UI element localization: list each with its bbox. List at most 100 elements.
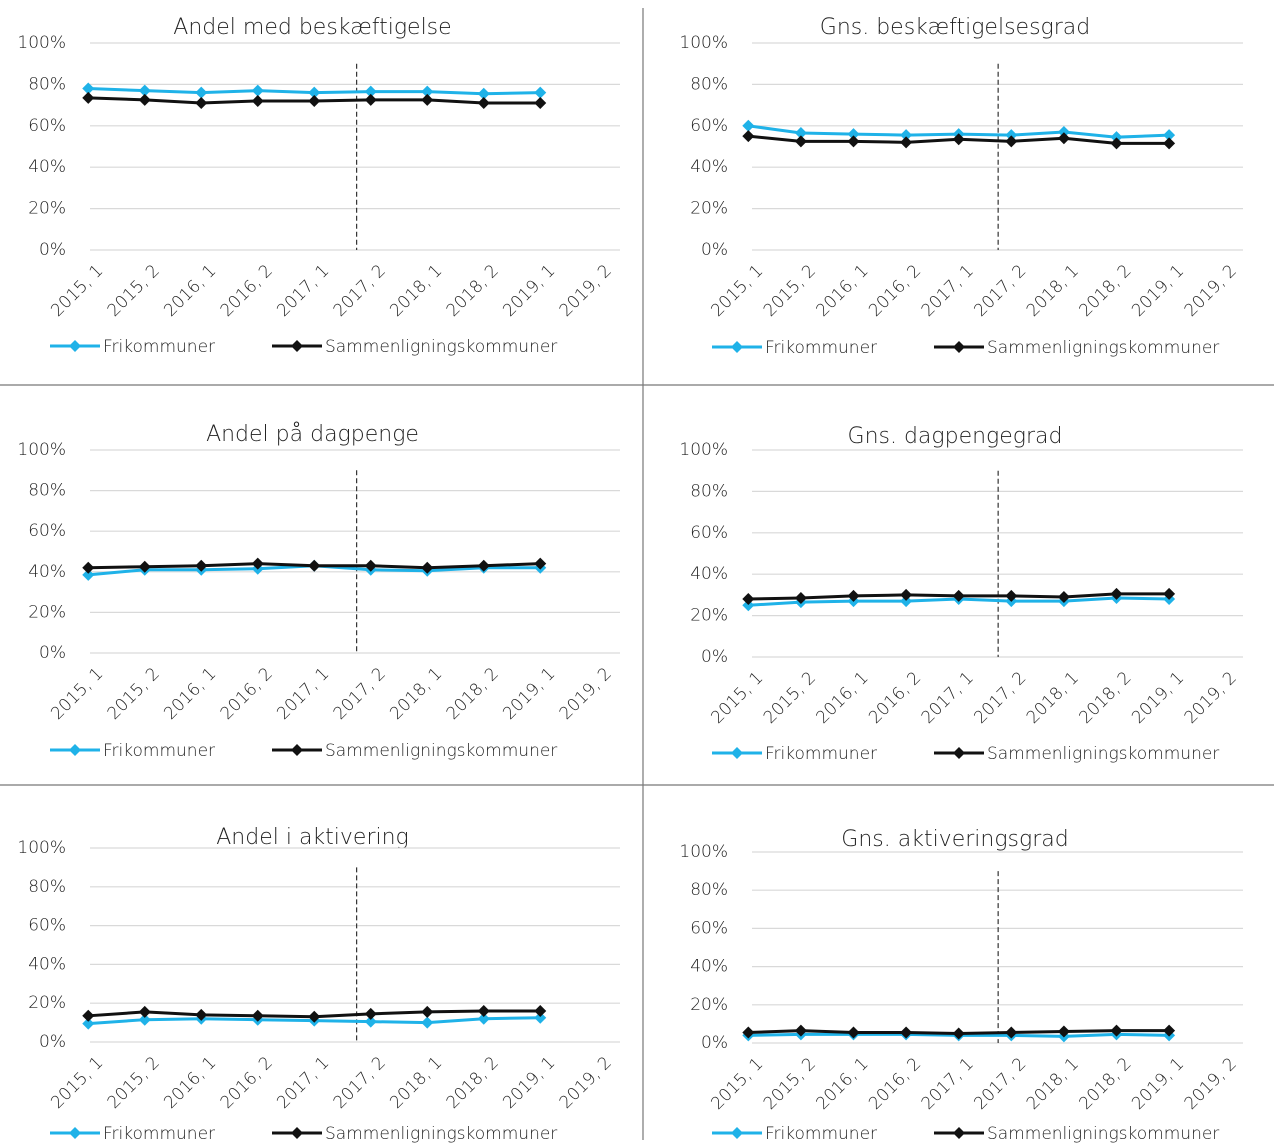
data-point <box>847 135 860 148</box>
x-tick-label: 2016, 1 <box>160 664 220 724</box>
data-point <box>421 85 434 98</box>
legend-label: Sammenligningskommuner <box>325 1124 557 1144</box>
x-tick-label: 2018, 2 <box>1076 1054 1136 1114</box>
x-tick-label: 2019, 2 <box>1181 668 1241 728</box>
x-tick-label: 2017, 2 <box>970 261 1030 321</box>
x-tick-label: 2017, 2 <box>970 668 1030 728</box>
y-tick-label: 80% <box>28 481 66 501</box>
data-point <box>308 86 321 99</box>
data-point <box>251 557 264 570</box>
y-tick-label: 40% <box>690 957 728 977</box>
y-tick-label: 100% <box>679 440 728 460</box>
x-tick-label: 2015, 1 <box>47 261 107 321</box>
legend-swatch <box>731 1127 743 1139</box>
data-point <box>1057 590 1070 603</box>
y-tick-label: 100% <box>17 33 66 53</box>
y-tick-label: 40% <box>690 157 728 177</box>
data-point <box>742 1026 755 1039</box>
x-tick-label: 2018, 2 <box>443 261 503 321</box>
y-tick-label: 60% <box>28 916 66 936</box>
x-tick-label: 2016, 1 <box>160 261 220 321</box>
data-point <box>82 568 95 581</box>
data-point <box>1110 1024 1123 1037</box>
data-point <box>1057 126 1070 139</box>
data-point <box>421 1005 434 1018</box>
y-tick-label: 40% <box>28 562 66 582</box>
data-point <box>364 1015 377 1028</box>
legend-label: Frikommuner <box>765 1124 877 1144</box>
legend-swatch <box>69 1127 81 1139</box>
y-tick-label: 100% <box>679 842 728 862</box>
legend-swatch <box>291 340 303 352</box>
x-tick-label: 2017, 1 <box>273 1053 333 1113</box>
legend-label: Frikommuner <box>103 337 215 357</box>
data-point <box>421 561 434 574</box>
data-point <box>1005 135 1018 148</box>
x-tick-label: 2016, 2 <box>865 668 925 728</box>
legend-label: Frikommuner <box>765 338 877 358</box>
y-tick-label: 80% <box>690 880 728 900</box>
data-point <box>364 85 377 98</box>
x-tick-label: 2019, 1 <box>1128 261 1188 321</box>
x-tick-label: 2019, 1 <box>499 1053 559 1113</box>
legend-label: Frikommuner <box>765 744 877 764</box>
x-tick-label: 2015, 1 <box>707 1054 767 1114</box>
data-point <box>794 127 807 140</box>
data-point <box>1110 137 1123 150</box>
x-tick-label: 2019, 2 <box>1181 261 1241 321</box>
data-point <box>742 599 755 612</box>
data-point <box>742 130 755 143</box>
legend-swatch <box>69 744 81 756</box>
data-point <box>1163 129 1176 142</box>
y-tick-label: 0% <box>39 643 66 663</box>
legend-label: Sammenligningskommuner <box>325 337 557 357</box>
chart-title: Andel med beskæftigelse <box>173 15 451 40</box>
y-tick-label: 20% <box>690 606 728 626</box>
x-tick-label: 2015, 1 <box>47 664 107 724</box>
data-point <box>251 84 264 97</box>
data-point <box>477 1012 490 1025</box>
data-point <box>794 1024 807 1037</box>
data-point <box>82 561 95 574</box>
data-point <box>1057 132 1070 145</box>
x-tick-label: 2015, 1 <box>47 1053 107 1113</box>
y-tick-label: 20% <box>28 993 66 1013</box>
data-point <box>82 82 95 95</box>
legend-swatch <box>291 1127 303 1139</box>
data-point <box>421 1016 434 1029</box>
x-tick-label: 2019, 1 <box>499 664 559 724</box>
data-point <box>82 1009 95 1022</box>
legend-label: Frikommuner <box>103 1124 215 1144</box>
legend-swatch <box>731 341 743 353</box>
x-tick-label: 2015, 2 <box>760 261 820 321</box>
legend-swatch <box>953 747 965 759</box>
x-tick-label: 2018, 2 <box>443 664 503 724</box>
x-tick-label: 2019, 2 <box>1181 1054 1241 1114</box>
chart-title: Gns. aktiveringsgrad <box>841 827 1068 852</box>
data-point <box>952 1027 965 1040</box>
data-point <box>742 593 755 606</box>
x-tick-label: 2016, 2 <box>865 1054 925 1114</box>
data-point <box>138 84 151 97</box>
data-point <box>900 129 913 142</box>
data-point <box>1005 129 1018 142</box>
data-point <box>308 94 321 107</box>
legend-label: Sammenligningskommuner <box>325 741 557 761</box>
x-tick-label: 2019, 1 <box>499 261 559 321</box>
legend-swatch <box>731 747 743 759</box>
y-tick-label: 20% <box>28 602 66 622</box>
legend-swatch <box>953 1127 965 1139</box>
x-tick-label: 2018, 1 <box>386 261 446 321</box>
chart-title: Andel på dagpenge <box>206 422 419 447</box>
data-point <box>195 97 208 110</box>
y-tick-label: 60% <box>690 523 728 543</box>
data-point <box>900 595 913 608</box>
data-point <box>364 1007 377 1020</box>
x-tick-label: 2015, 2 <box>104 664 164 724</box>
legend-label: Sammenligningskommuner <box>987 744 1219 764</box>
x-tick-label: 2019, 1 <box>1128 668 1188 728</box>
x-tick-label: 2016, 2 <box>217 664 277 724</box>
y-tick-label: 80% <box>690 74 728 94</box>
